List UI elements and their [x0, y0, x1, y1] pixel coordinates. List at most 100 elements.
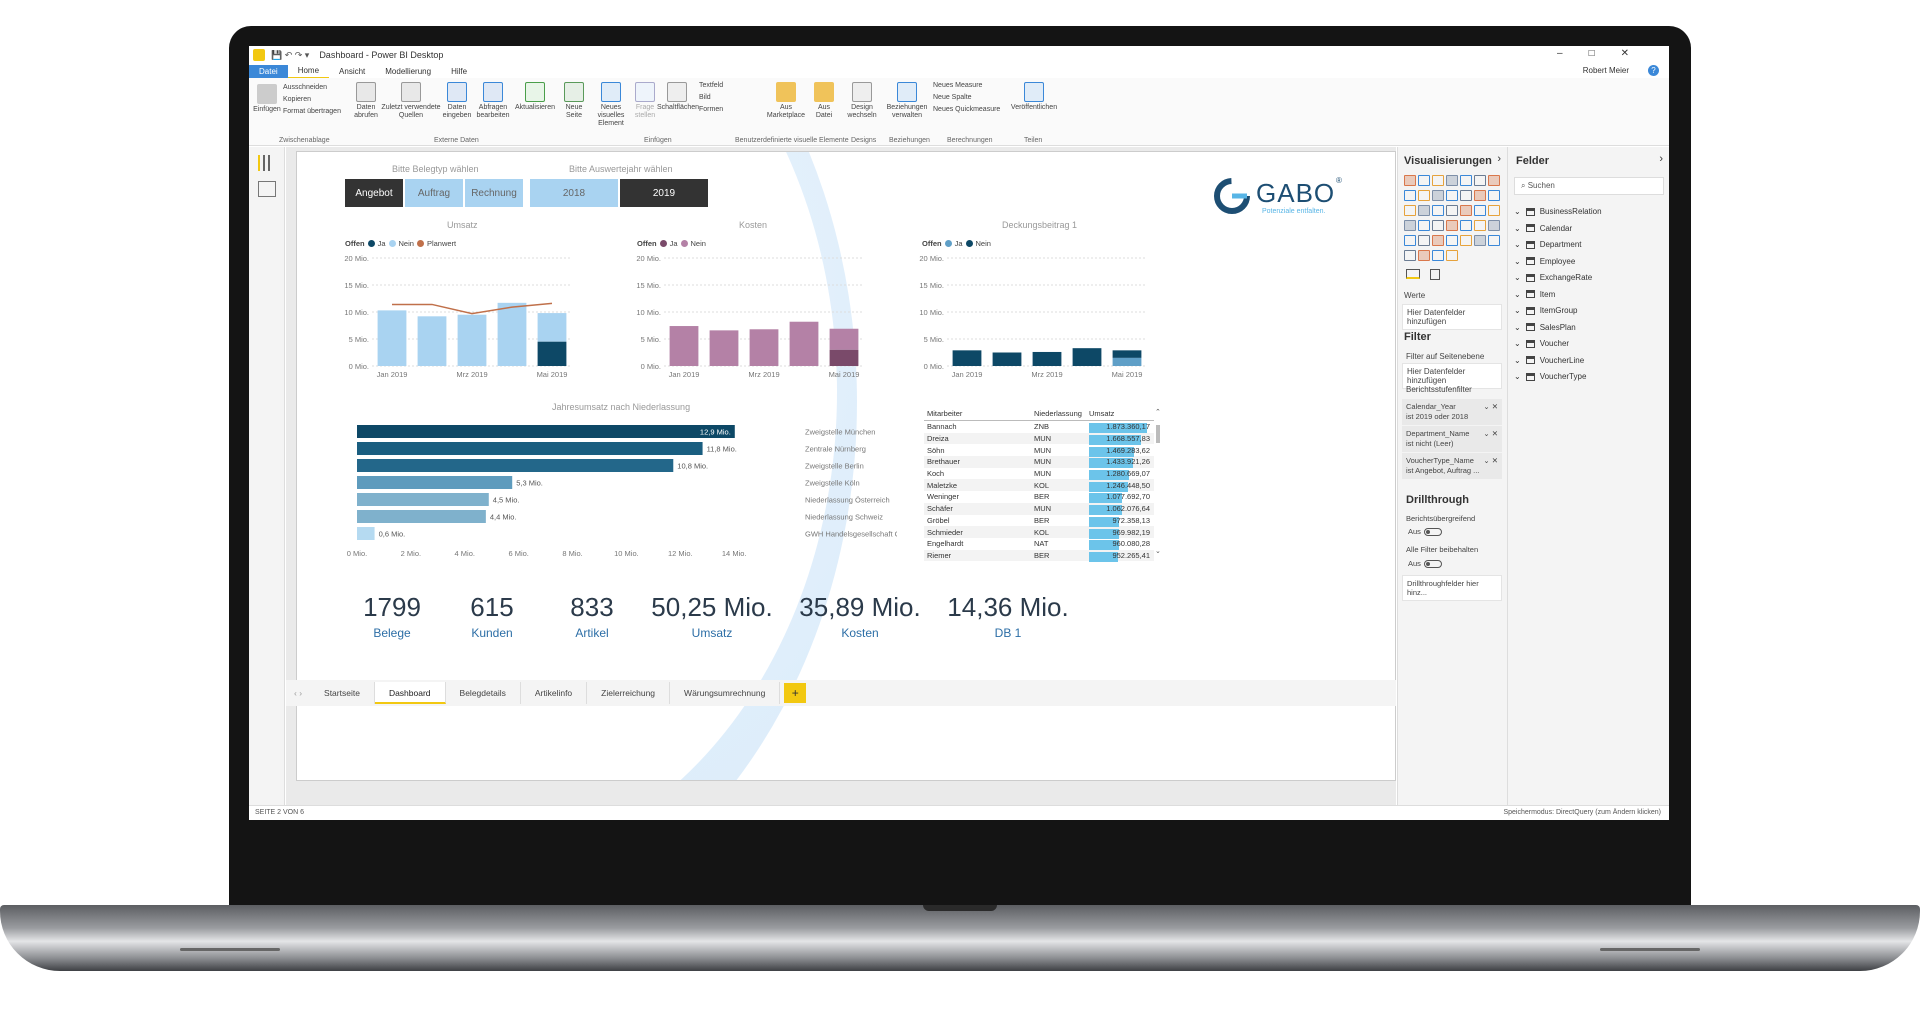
table-row[interactable]: Dreiza MUN 1.668.557,83: [924, 432, 1154, 446]
new-column-button[interactable]: Neue Spalte: [933, 94, 972, 101]
field-table-item[interactable]: ⌄ Voucher: [1514, 339, 1569, 348]
field-table-item[interactable]: ⌄ SalesPlan: [1514, 323, 1576, 332]
table-row[interactable]: Söhn MUN 1.469.283,62: [924, 444, 1154, 457]
enter-data-button[interactable]: Daten eingeben: [441, 82, 473, 120]
field-table-item[interactable]: ⌄ VoucherType: [1514, 372, 1586, 381]
new-visual-button[interactable]: Neues visuelles Element: [589, 82, 633, 128]
refresh-button[interactable]: Aktualisieren: [513, 82, 557, 112]
bar-nein[interactable]: [669, 326, 699, 366]
chevron-down-icon[interactable]: ⌄: [1514, 372, 1521, 381]
cross-report-toggle[interactable]: Aus: [1408, 527, 1442, 537]
bar-nein[interactable]: [377, 310, 407, 366]
visual-type-icon[interactable]: [1418, 220, 1430, 231]
bar-ja[interactable]: [1112, 357, 1142, 366]
help-icon[interactable]: ?: [1648, 65, 1659, 76]
bar-ja[interactable]: [829, 349, 859, 366]
fields-well-icon[interactable]: [1406, 269, 1420, 279]
bar-nein[interactable]: [749, 329, 779, 366]
drillthrough-drop-zone[interactable]: Drillthroughfelder hier hinz...: [1402, 575, 1502, 601]
bar-nein[interactable]: [537, 313, 567, 342]
visual-type-icon[interactable]: [1446, 175, 1458, 186]
chevron-down-icon[interactable]: ⌄: [1514, 223, 1521, 233]
collapse-viz-icon[interactable]: ›: [1497, 153, 1501, 165]
visual-type-icon[interactable]: [1460, 235, 1472, 246]
chevron-down-icon[interactable]: ⌄: [1514, 322, 1521, 332]
quick-access-icons[interactable]: 💾 ↶ ↷ ▾: [271, 49, 310, 60]
slicer-auftrag[interactable]: Auftrag: [405, 179, 463, 207]
model-view-icon[interactable]: [258, 181, 276, 197]
field-table-item[interactable]: ⌄ ItemGroup: [1514, 306, 1578, 315]
visual-type-icon[interactable]: [1404, 190, 1416, 201]
slicer-angebot[interactable]: Angebot: [345, 179, 403, 207]
values-drop-zone[interactable]: Hier Datenfelder hinzufügen: [1402, 304, 1502, 330]
visual-type-icon[interactable]: [1432, 175, 1444, 186]
visual-type-icon[interactable]: [1474, 190, 1486, 201]
filter-card-actions[interactable]: ⌄ ✕: [1483, 429, 1498, 438]
field-table-item[interactable]: ⌄ Employee: [1514, 257, 1575, 266]
bar-nein[interactable]: [1112, 350, 1142, 358]
visual-type-icon[interactable]: [1446, 220, 1458, 231]
visual-type-icon[interactable]: [1488, 235, 1500, 246]
branch-bar[interactable]: [357, 425, 735, 438]
visual-type-icon[interactable]: [1474, 220, 1486, 231]
buttons-button[interactable]: Schaltflächen: [657, 82, 699, 112]
bar-nein[interactable]: [457, 314, 487, 366]
chevron-down-icon[interactable]: ⌄: [1514, 306, 1521, 315]
visual-type-icon[interactable]: [1460, 175, 1472, 186]
bar-nein[interactable]: [1072, 348, 1102, 366]
branch-bar[interactable]: [357, 510, 486, 523]
visual-type-icon[interactable]: [1446, 205, 1458, 216]
bar-nein[interactable]: [417, 316, 447, 366]
db-chart[interactable]: 20 Mio. 15 Mio. 10 Mio. 5 Mio. 0 Mio. Jan 201…: [912, 250, 1162, 390]
visual-type-icon[interactable]: [1432, 205, 1444, 216]
field-table-item[interactable]: ⌄ Calendar: [1514, 224, 1572, 233]
chevron-down-icon[interactable]: ⌄: [1514, 207, 1521, 216]
planwert-line[interactable]: [392, 302, 553, 315]
branch-bar[interactable]: [357, 493, 489, 506]
visual-type-icon[interactable]: [1404, 175, 1416, 186]
table-row[interactable]: Schmieder KOL 969.982,19: [924, 526, 1154, 539]
field-table-item[interactable]: ⌄ BusinessRelation: [1514, 207, 1602, 216]
filter-card-calendar-year[interactable]: Calendar_Year ⌄ ✕ ist 2019 oder 2018: [1402, 399, 1502, 425]
table-row[interactable]: Maletzke KOL 1.246.448,50: [924, 479, 1154, 492]
format-paintroller-icon[interactable]: [1430, 269, 1440, 280]
collapse-fields-icon[interactable]: ›: [1659, 153, 1663, 165]
niederlassung-chart[interactable]: 12,9 Mio. Zweigstelle München 11,8 Mio. Zen…: [337, 417, 897, 577]
table-row[interactable]: Riemer BER 952.265,41: [924, 549, 1154, 562]
manage-relationships-button[interactable]: Beziehungen verwalten: [885, 82, 929, 120]
page-tab[interactable]: Artikelinfo: [521, 682, 588, 704]
branch-bar[interactable]: [357, 476, 513, 489]
employee-table[interactable]: Mitarbeiter Niederlassung Umsatz Bannach…: [924, 407, 1154, 567]
col-umsatz[interactable]: Umsatz: [1089, 409, 1115, 418]
visual-type-icon[interactable]: [1432, 235, 1444, 246]
filter-card-actions[interactable]: ⌄ ✕: [1483, 402, 1498, 411]
report-view-icon[interactable]: [258, 155, 276, 171]
recent-sources-button[interactable]: Zuletzt verwendete Quellen: [381, 82, 441, 120]
visual-type-icon[interactable]: [1404, 220, 1416, 231]
visual-type-icon[interactable]: [1418, 235, 1430, 246]
visual-type-icon[interactable]: [1418, 205, 1430, 216]
visual-type-icon[interactable]: [1404, 205, 1416, 216]
page-filter-drop-zone[interactable]: Hier Datenfelder hinzufügen: [1402, 363, 1502, 389]
table-row[interactable]: Engelhardt NAT 960.080,28: [924, 538, 1154, 551]
visual-type-icon[interactable]: [1488, 175, 1500, 186]
textbox-button[interactable]: Textfeld: [699, 82, 724, 89]
tab-datei[interactable]: Datei: [249, 64, 288, 78]
copy-button[interactable]: Kopieren: [283, 96, 312, 103]
bar-ja[interactable]: [537, 341, 567, 366]
col-mitarbeiter[interactable]: Mitarbeiter: [927, 409, 963, 418]
ask-question-button[interactable]: Frage stellen: [633, 82, 657, 120]
kosten-chart[interactable]: 20 Mio. 15 Mio. 10 Mio. 5 Mio. 0 Mio. Jan 201…: [629, 250, 879, 390]
table-scrollbar[interactable]: ⌃ ⌄: [1154, 407, 1162, 557]
page-nav-arrows[interactable]: ‹ ›: [294, 688, 303, 698]
bar-nein[interactable]: [992, 352, 1022, 367]
chevron-down-icon[interactable]: ⌄: [1514, 273, 1521, 282]
visual-type-icon[interactable]: [1446, 235, 1458, 246]
switch-theme-button[interactable]: Design wechseln: [845, 82, 879, 120]
tab-ansicht[interactable]: Ansicht: [339, 66, 366, 76]
add-page-button[interactable]: +: [784, 683, 807, 703]
chevron-down-icon[interactable]: ⌄: [1514, 256, 1521, 266]
page-tab[interactable]: Startseite: [310, 682, 375, 704]
cut-button[interactable]: Ausschneiden: [283, 84, 327, 91]
visual-type-icon[interactable]: [1460, 220, 1472, 231]
